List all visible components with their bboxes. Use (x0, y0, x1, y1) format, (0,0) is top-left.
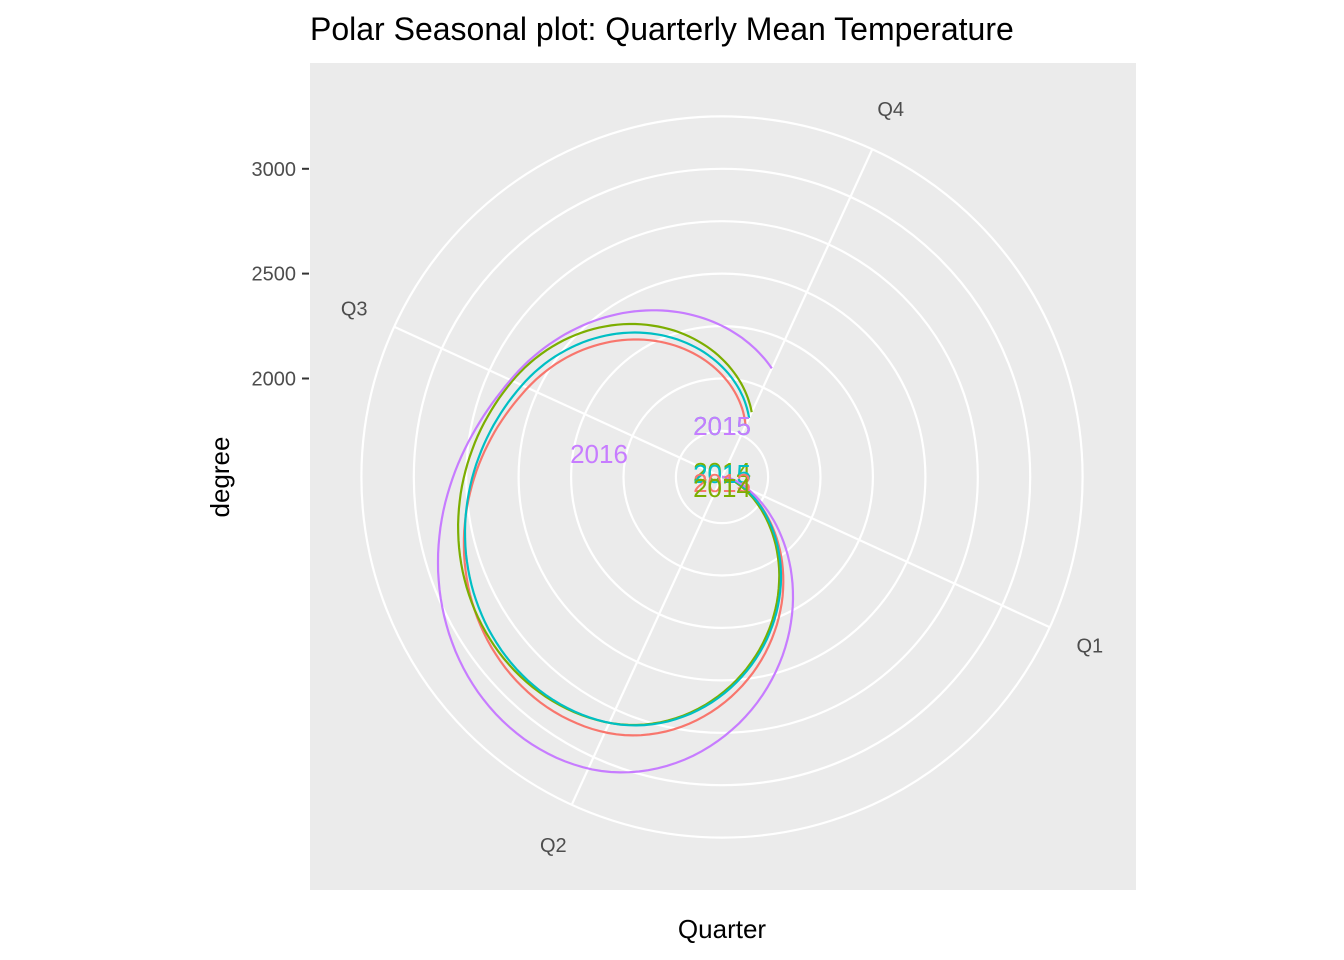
grid-circle (465, 220, 979, 734)
y-tick-label: 2500 (252, 264, 297, 286)
year-label-2013: 2013 (693, 468, 751, 498)
year-label-2015: 2015 (693, 411, 751, 441)
series-line-2013 (462, 338, 785, 737)
series-layer (436, 309, 795, 774)
chart-title: Polar Seasonal plot: Quarterly Mean Temp… (310, 11, 1014, 47)
quarter-label: Q4 (877, 99, 904, 121)
grid-layer (360, 115, 1084, 839)
grid-spoke (393, 325, 723, 478)
year-label-2016: 2016 (570, 439, 628, 469)
grid-circle (622, 377, 822, 577)
y-axis-layer: 2000 2500 3000 (252, 159, 309, 391)
quarter-label: Q3 (341, 298, 368, 320)
year-label-2015: 2015 (693, 411, 751, 441)
year-label-2015: 2015 (693, 459, 751, 489)
series-line-2014 (456, 322, 781, 727)
grid-spoke (721, 148, 874, 478)
grid-circle (517, 272, 927, 682)
grid-circle (412, 167, 1032, 787)
quarter-label: Q1 (1076, 636, 1103, 658)
y-tick-label: 2000 (252, 369, 297, 391)
year-label-2014: 2014 (693, 473, 751, 503)
series-line-2016 (436, 309, 795, 774)
y-axis-title: degree (205, 437, 235, 518)
grid-spoke (570, 476, 723, 806)
year-label-2014: 2014 (693, 457, 751, 487)
quarter-label-layer: Q1 Q2 Q3 Q4 (341, 99, 1103, 857)
grid-circle (674, 429, 770, 525)
grid-spoke (721, 476, 1051, 629)
series-line-2015 (463, 331, 783, 727)
quarter-label: Q2 (540, 835, 567, 857)
grid-circle (360, 115, 1084, 839)
x-axis-title: Quarter (678, 914, 766, 944)
y-tick-label: 3000 (252, 159, 297, 181)
